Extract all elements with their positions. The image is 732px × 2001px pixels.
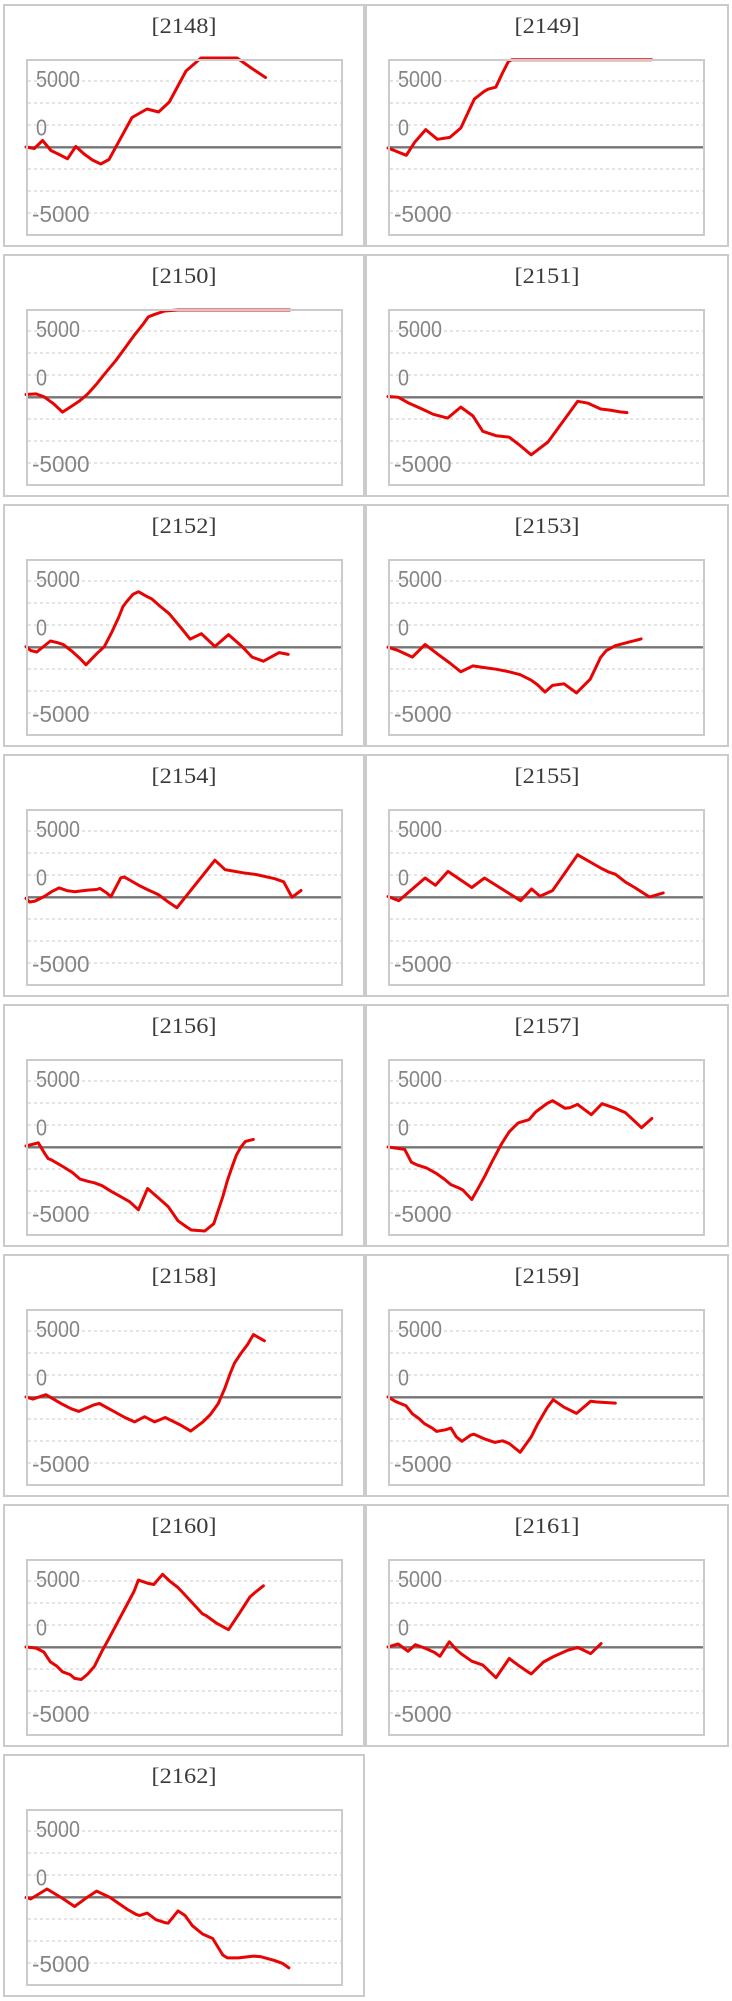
svg-text:5000: 5000 <box>398 1566 442 1592</box>
svg-text:0: 0 <box>398 115 409 141</box>
svg-text:5000: 5000 <box>398 66 442 92</box>
svg-text:-5000: -5000 <box>32 1701 90 1727</box>
svg-text:[2148]: [2148] <box>152 13 217 38</box>
svg-text:0: 0 <box>36 1115 47 1141</box>
svg-text:[2151]: [2151] <box>515 263 580 288</box>
svg-text:[2153]: [2153] <box>515 513 580 538</box>
svg-text:5000: 5000 <box>36 1066 80 1092</box>
svg-text:[2149]: [2149] <box>515 13 580 38</box>
svg-text:0: 0 <box>36 1365 47 1391</box>
svg-text:-5000: -5000 <box>32 451 90 477</box>
svg-text:-5000: -5000 <box>394 951 452 977</box>
svg-text:5000: 5000 <box>36 1816 80 1842</box>
svg-text:0: 0 <box>398 1365 409 1391</box>
svg-text:-5000: -5000 <box>394 1451 452 1477</box>
svg-text:0: 0 <box>36 1865 47 1891</box>
svg-text:[2157]: [2157] <box>515 1013 580 1038</box>
svg-text:[2159]: [2159] <box>515 1263 580 1288</box>
svg-text:0: 0 <box>36 115 47 141</box>
svg-text:[2156]: [2156] <box>152 1013 217 1038</box>
svg-text:5000: 5000 <box>36 566 80 592</box>
svg-text:0: 0 <box>36 615 47 641</box>
svg-text:-5000: -5000 <box>32 1201 90 1227</box>
svg-text:[2154]: [2154] <box>152 763 217 788</box>
svg-text:-5000: -5000 <box>394 201 452 227</box>
svg-text:-5000: -5000 <box>32 1951 90 1977</box>
svg-text:5000: 5000 <box>398 816 442 842</box>
svg-text:[2158]: [2158] <box>152 1263 217 1288</box>
svg-text:[2161]: [2161] <box>515 1513 580 1538</box>
svg-text:0: 0 <box>398 615 409 641</box>
svg-text:[2150]: [2150] <box>152 263 217 288</box>
svg-text:-5000: -5000 <box>32 701 90 727</box>
svg-text:5000: 5000 <box>36 1316 80 1342</box>
svg-text:0: 0 <box>398 365 409 391</box>
svg-text:-5000: -5000 <box>394 1701 452 1727</box>
svg-text:5000: 5000 <box>36 316 80 342</box>
svg-text:[2162]: [2162] <box>152 1763 217 1788</box>
svg-text:-5000: -5000 <box>394 701 452 727</box>
svg-text:5000: 5000 <box>398 566 442 592</box>
svg-text:0: 0 <box>36 865 47 891</box>
svg-text:5000: 5000 <box>36 66 80 92</box>
svg-text:5000: 5000 <box>36 816 80 842</box>
svg-text:-5000: -5000 <box>32 951 90 977</box>
svg-text:0: 0 <box>398 865 409 891</box>
svg-text:0: 0 <box>36 1615 47 1641</box>
svg-text:5000: 5000 <box>398 316 442 342</box>
svg-text:5000: 5000 <box>398 1316 442 1342</box>
svg-text:0: 0 <box>398 1115 409 1141</box>
svg-text:0: 0 <box>398 1615 409 1641</box>
svg-text:5000: 5000 <box>36 1566 80 1592</box>
svg-text:5000: 5000 <box>398 1066 442 1092</box>
svg-text:[2160]: [2160] <box>152 1513 217 1538</box>
svg-text:-5000: -5000 <box>394 1201 452 1227</box>
svg-text:-5000: -5000 <box>32 201 90 227</box>
svg-text:-5000: -5000 <box>394 451 452 477</box>
svg-text:[2152]: [2152] <box>152 513 217 538</box>
svg-text:0: 0 <box>36 365 47 391</box>
svg-text:[2155]: [2155] <box>515 763 580 788</box>
svg-text:-5000: -5000 <box>32 1451 90 1477</box>
